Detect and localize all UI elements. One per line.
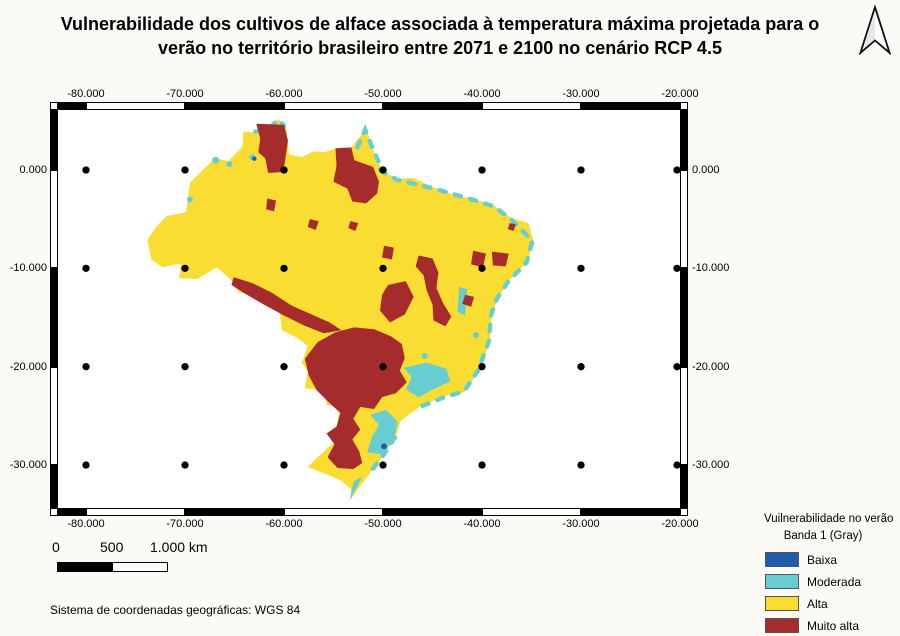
neatline-segment [383,508,482,516]
neatline-segment [185,102,284,110]
legend-item-muito-alta: Muito alta [765,618,900,634]
lon-tick-label: -30.000 [562,518,600,530]
muito-alta-patches [231,123,516,469]
coastal-speckles [253,116,535,477]
crs-note: Sistema de coordenadas geográficas: WGS … [50,603,301,617]
neatline-segment [680,102,688,110]
neatline-segment [383,102,482,110]
legend-title: Vuilnerabilidade no verão [764,513,894,525]
legend-subtitle: Banda 1 (Gray) [783,530,863,542]
legend-label: Alta [807,597,828,611]
lat-tick-label: 0.000 [692,164,720,176]
neatline-segment [50,102,58,110]
neatline-segment [680,268,688,367]
neatline-segment [680,170,688,268]
neatline-segment [284,508,383,516]
lon-tick-label: -60.000 [265,88,303,100]
lon-tick-label: -70.000 [166,518,204,530]
neatline-segment [482,508,581,516]
neatline-segment [86,102,185,110]
neatline-segment [50,465,58,508]
legend-item-moderada: Moderada [765,574,900,590]
legend-item-alta: Alta [765,596,900,612]
neatline-segment [680,110,688,170]
neatline-segment [581,102,680,110]
north-arrow-icon [858,5,892,55]
neatline-segment [50,110,58,170]
page-title: Vulnerabilidade dos cultivos de alface a… [0,12,880,60]
lat-tick-label: -20.000 [9,361,47,373]
lat-tick-label: 0.000 [19,164,47,176]
neatline-segment [86,508,185,516]
neatline-segment [680,465,688,508]
scalebar-segment-black [57,562,113,572]
legend-swatch-moderada [765,574,799,589]
neatline-segment [284,102,383,110]
neatline-segment [50,367,58,465]
lon-tick-label: -40.000 [463,88,501,100]
graticule-dots [82,166,680,469]
legend-label: Moderada [807,575,862,589]
lon-tick-label: -60.000 [265,518,303,530]
lon-tick-label: -80.000 [67,518,105,530]
brazil-landmass-alta [147,118,534,502]
lon-tick-label: -20.000 [661,88,699,100]
neatline-segment [50,508,58,516]
neatline-segment [482,102,581,110]
neatline-segment [50,170,58,268]
lon-tick-label: -70.000 [166,88,204,100]
neatline-segment [680,367,688,465]
title-line-2: verão no território brasileiro entre 207… [158,38,722,58]
lon-tick-label: -30.000 [562,88,600,100]
lon-tick-label: -80.000 [67,88,105,100]
lon-tick-label: -40.000 [463,518,501,530]
lat-tick-label: -30.000 [692,459,730,471]
neatline-segment [58,508,86,516]
neatline-segment [581,508,680,516]
lon-tick-label: -50.000 [364,518,402,530]
legend-swatch-alta [765,596,799,611]
neatline-segment [680,508,688,516]
scalebar-segment-white [112,562,168,572]
scalebar-label-0: 0 [52,539,60,555]
neatline-segment [185,508,284,516]
brazil-vulnerability-map [82,116,680,502]
legend-item-baixa: Baixa [765,552,900,568]
lat-tick-label: -30.000 [9,459,47,471]
neatline-segment [58,102,86,110]
legend-swatch-baixa [765,552,799,567]
lon-tick-label: -50.000 [364,88,402,100]
title-line-1: Vulnerabilidade dos cultivos de alface a… [60,14,820,34]
neatline-segment [50,268,58,367]
legend-label: Muito alta [807,619,860,633]
legend-label: Baixa [807,553,838,567]
lat-tick-label: -10.000 [692,262,730,274]
scalebar-label-500: 500 [100,539,124,555]
lon-tick-label: -20.000 [661,518,699,530]
baixa-spots [252,156,387,450]
lat-tick-label: -10.000 [9,262,47,274]
legend-swatch-muito-alta [765,618,799,633]
lat-tick-label: -20.000 [692,361,730,373]
scalebar-label-1000km: 1.000 km [150,539,208,555]
